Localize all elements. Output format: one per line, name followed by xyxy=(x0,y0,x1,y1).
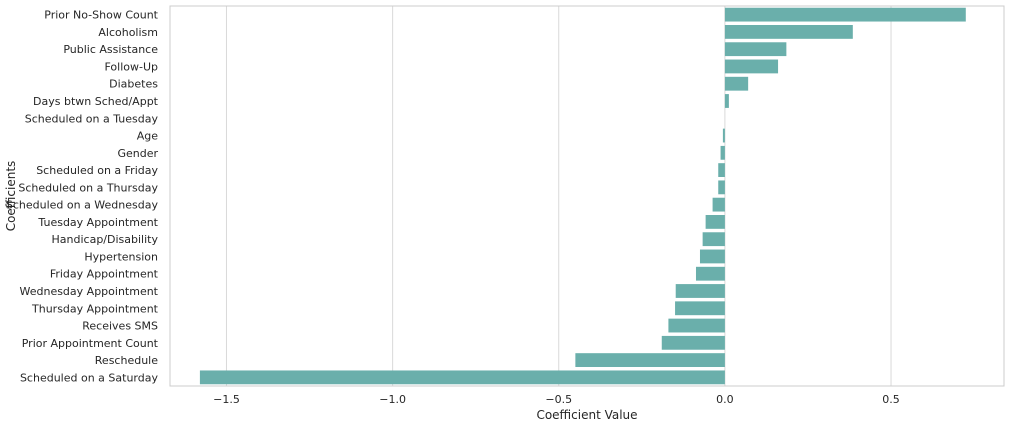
y-tick-label: Scheduled on a Wednesday xyxy=(6,199,159,212)
y-tick-label: Alcoholism xyxy=(98,26,158,39)
y-tick-label: Age xyxy=(137,130,159,143)
y-tick-label: Friday Appointment xyxy=(50,268,159,281)
bar xyxy=(712,197,725,212)
x-tick-label: −1.0 xyxy=(379,393,406,406)
y-tick-label: Scheduled on a Thursday xyxy=(18,181,158,194)
bar xyxy=(718,180,725,195)
bar xyxy=(724,42,787,57)
y-tick-label: Scheduled on a Saturday xyxy=(20,371,159,384)
y-tick-label: Hypertension xyxy=(84,250,158,263)
bar xyxy=(695,266,725,281)
x-tick-label: 0.0 xyxy=(716,393,734,406)
bar xyxy=(724,76,749,91)
x-axis-label: Coefficient Value xyxy=(536,408,637,422)
bar xyxy=(724,7,966,22)
x-tick-label: −0.5 xyxy=(545,393,572,406)
plot-frame xyxy=(169,5,1005,387)
y-tick-label: Scheduled on a Friday xyxy=(36,164,158,177)
bars xyxy=(199,7,966,385)
y-tick-labels: Prior No-Show Count Alcoholism Public Assi… xyxy=(6,9,159,385)
bar xyxy=(724,25,853,39)
y-tick-label: Public Assistance xyxy=(63,43,158,56)
bar xyxy=(675,301,725,316)
bar xyxy=(720,145,725,160)
y-tick-label: Tuesday Appointment xyxy=(37,216,158,229)
y-tick-label: Handicap/Disability xyxy=(52,233,159,246)
bar xyxy=(699,249,725,264)
y-tick-label: Follow-Up xyxy=(104,60,158,73)
bar xyxy=(724,94,729,108)
bar xyxy=(199,370,725,385)
y-tick-label: Reschedule xyxy=(95,354,158,367)
y-tick-label: Days btwn Sched/Appt xyxy=(33,95,159,108)
bar xyxy=(575,353,725,367)
x-tick-label: 0.5 xyxy=(882,393,900,406)
y-tick-label: Gender xyxy=(117,147,158,160)
y-tick-label: Diabetes xyxy=(109,78,158,91)
bar xyxy=(718,163,725,177)
y-tick-label: Receives SMS xyxy=(82,320,158,333)
y-axis-label: Coefficients xyxy=(4,161,18,232)
x-tick-label: −1.5 xyxy=(213,393,240,406)
y-tick-label: Prior No-Show Count xyxy=(44,9,158,22)
bar xyxy=(705,215,725,229)
bar xyxy=(668,318,725,333)
y-tick-label: Prior Appointment Count xyxy=(22,337,159,350)
y-tick-label: Scheduled on a Tuesday xyxy=(25,112,159,125)
grid-lines xyxy=(225,6,892,386)
bar xyxy=(675,284,725,298)
bar xyxy=(724,59,779,74)
bar xyxy=(661,335,725,350)
y-tick-label: Wednesday Appointment xyxy=(19,285,158,298)
y-tick-label: Thursday Appointment xyxy=(31,302,159,315)
x-tick-labels: −1.5 −1.0 −0.5 0.0 0.5 xyxy=(213,393,900,406)
bar xyxy=(722,128,725,143)
bar xyxy=(702,232,725,247)
